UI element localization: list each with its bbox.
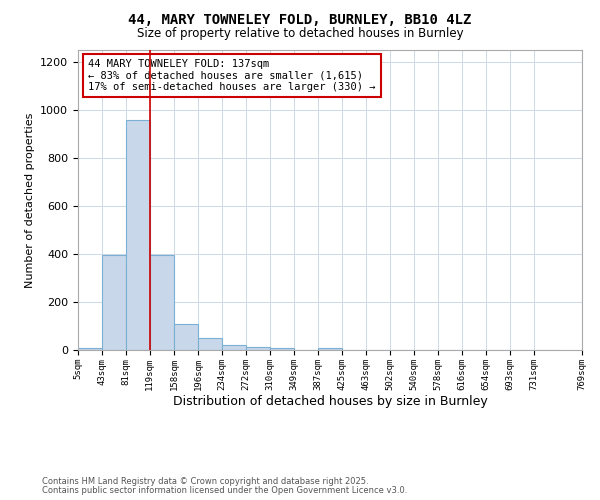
Bar [198, 338, 222, 350]
Text: Contains HM Land Registry data © Crown copyright and database right 2025.: Contains HM Land Registry data © Crown c… [42, 477, 368, 486]
Bar [318, 348, 342, 350]
Bar [102, 255, 126, 350]
Bar [174, 324, 198, 350]
Bar [78, 348, 102, 350]
Text: 44 MARY TOWNELEY FOLD: 137sqm
← 83% of detached houses are smaller (1,615)
17% o: 44 MARY TOWNELEY FOLD: 137sqm ← 83% of d… [88, 59, 376, 92]
Bar [246, 347, 269, 350]
Text: 44, MARY TOWNELEY FOLD, BURNLEY, BB10 4LZ: 44, MARY TOWNELEY FOLD, BURNLEY, BB10 4L… [128, 12, 472, 26]
Y-axis label: Number of detached properties: Number of detached properties [25, 112, 35, 288]
Bar [149, 255, 173, 350]
Bar [269, 348, 293, 350]
Bar [222, 345, 246, 350]
Text: Size of property relative to detached houses in Burnley: Size of property relative to detached ho… [137, 28, 463, 40]
X-axis label: Distribution of detached houses by size in Burnley: Distribution of detached houses by size … [173, 396, 487, 408]
Text: Contains public sector information licensed under the Open Government Licence v3: Contains public sector information licen… [42, 486, 407, 495]
Bar [126, 120, 149, 350]
